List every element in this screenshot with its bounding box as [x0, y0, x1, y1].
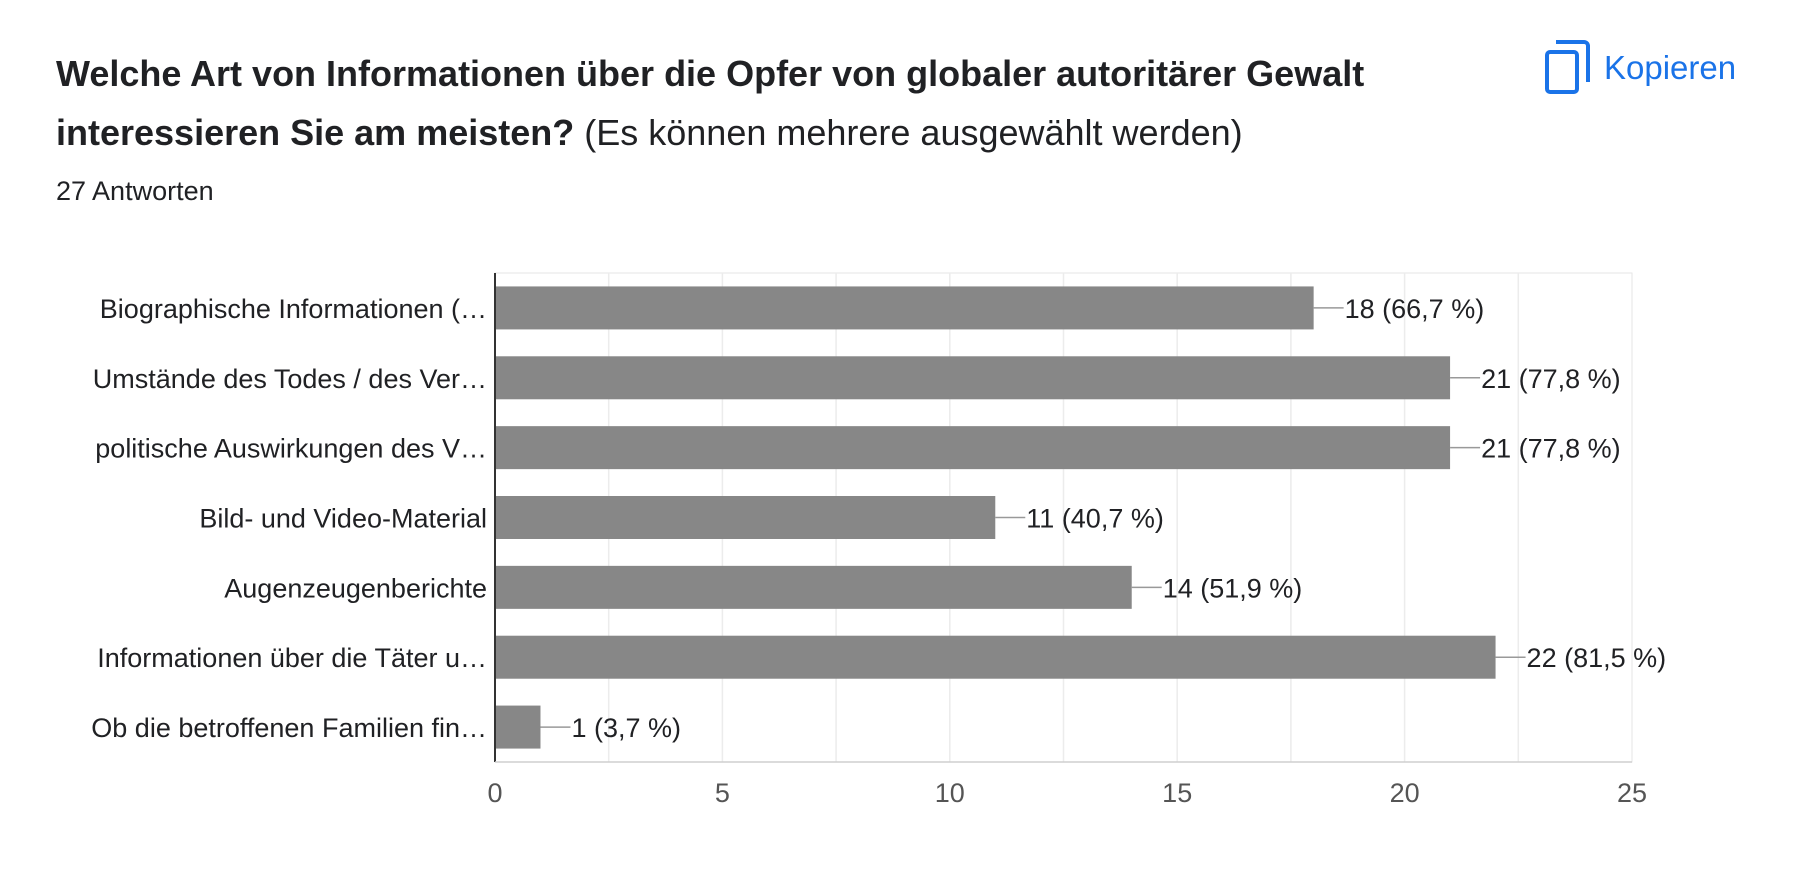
- data-label: 11 (40,7 %): [1026, 504, 1164, 534]
- data-label: 18 (66,7 %): [1345, 294, 1485, 324]
- data-label: 22 (81,5 %): [1527, 643, 1667, 673]
- category-label: Augenzeugenberichte: [224, 573, 487, 603]
- copy-button[interactable]: Kopieren: [1544, 38, 1736, 98]
- category-label: politische Auswirkungen des V…: [95, 434, 487, 464]
- question-title-bold: Welche Art von Informationen über die Op…: [56, 53, 1365, 153]
- category-label: Informationen über die Täter u…: [97, 643, 487, 673]
- category-label: Umstände des Todes / des Ver…: [93, 364, 487, 394]
- data-label: 21 (77,8 %): [1481, 434, 1621, 464]
- x-tick-label: 10: [935, 778, 965, 808]
- question-title-note: (Es können mehrere ausgewählt werden): [584, 112, 1243, 153]
- question-title: Welche Art von Informationen über die Op…: [56, 44, 1496, 162]
- bar: [495, 705, 541, 749]
- category-label: Bild- und Video-Material: [199, 504, 487, 534]
- copy-icon: [1544, 40, 1590, 96]
- category-label: Ob die betroffenen Familien fin…: [91, 713, 487, 743]
- data-label: 1 (3,7 %): [571, 713, 681, 743]
- data-label: 21 (77,8 %): [1481, 364, 1621, 394]
- x-tick-label: 15: [1162, 778, 1192, 808]
- response-count: 27 Antworten: [56, 176, 214, 206]
- category-label: Biographische Informationen (…: [100, 294, 487, 324]
- x-tick-label: 20: [1390, 778, 1420, 808]
- x-tick-label: 25: [1617, 778, 1647, 808]
- bar: [495, 356, 1451, 400]
- x-tick-label: 0: [487, 778, 502, 808]
- bar: [495, 565, 1132, 609]
- bar: [495, 426, 1451, 470]
- bar: [495, 496, 996, 539]
- bar: [495, 635, 1496, 679]
- copy-button-label: Kopieren: [1604, 49, 1737, 86]
- data-label: 14 (51,9 %): [1163, 573, 1303, 603]
- bar: [495, 286, 1314, 330]
- x-tick-label: 5: [715, 778, 730, 808]
